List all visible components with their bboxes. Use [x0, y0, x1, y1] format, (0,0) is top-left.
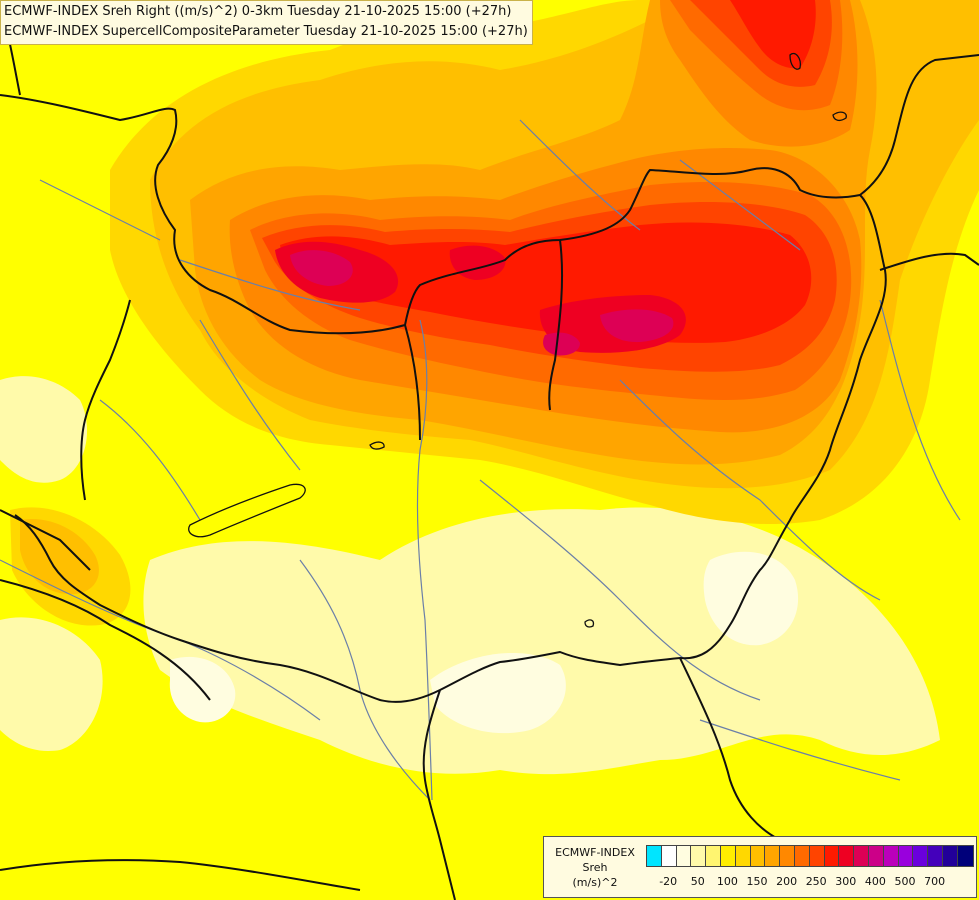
legend-tick-label: 100	[716, 875, 738, 888]
legend-swatch	[942, 846, 958, 866]
legend-tick-label: 250	[805, 875, 827, 888]
legend-tick-label: 50	[690, 875, 705, 888]
legend-swatch	[883, 846, 899, 866]
pale-field-southwest	[0, 617, 103, 751]
legend-swatch	[854, 846, 869, 866]
band-magenta-west	[290, 250, 353, 286]
legend-swatch	[706, 846, 721, 866]
legend-tick-label: 150	[746, 875, 768, 888]
legend-swatch	[913, 846, 929, 866]
band-magenta-east	[600, 309, 674, 343]
legend-swatch	[839, 846, 855, 866]
band-magenta-center	[543, 332, 580, 356]
legend-swatch	[868, 846, 884, 866]
legend-swatch	[647, 846, 662, 866]
legend-tick-label: 400	[864, 875, 886, 888]
rivers	[0, 119, 961, 801]
legend-swatch	[794, 846, 810, 866]
legend-swatch	[928, 846, 943, 866]
legend-color-scale	[646, 845, 974, 867]
legend-swatch	[676, 846, 692, 866]
legend-tick-label: 700	[924, 875, 946, 888]
legend-tick-label: 200	[776, 875, 798, 888]
band-orange-west	[20, 519, 99, 595]
lakes	[188, 52, 847, 628]
legend-swatch	[957, 846, 973, 866]
legend-tick-label: 500	[894, 875, 916, 888]
legend-swatch	[691, 846, 707, 866]
legend-source: ECMWF-INDEX	[555, 846, 635, 859]
legend-swatch	[824, 846, 840, 866]
map-title: ECMWF-INDEX Sreh Right ((m/s)^2) 0-3km T…	[0, 0, 533, 45]
legend-swatch	[898, 846, 914, 866]
legend-variable: Sreh	[582, 861, 608, 874]
legend-tick-labels: -20 50 100 150 200 250 300 400 500 700	[646, 875, 968, 891]
legend-title: ECMWF-INDEX Sreh (m/s)^2	[546, 845, 644, 890]
legend-swatch	[750, 846, 766, 866]
legend-units: (m/s)^2	[572, 876, 618, 889]
legend-swatch	[780, 846, 795, 866]
color-legend: ECMWF-INDEX Sreh (m/s)^2 -20 50 100 150 200 2…	[543, 836, 977, 898]
very-pale-spot-2	[430, 653, 566, 734]
legend-swatch	[765, 846, 781, 866]
legend-swatch	[720, 846, 736, 866]
legend-swatch	[809, 846, 825, 866]
band-bright-red-north	[730, 0, 816, 69]
legend-swatch	[735, 846, 751, 866]
title-line-scp: ECMWF-INDEX SupercellCompositeParameter …	[4, 24, 528, 39]
legend-swatch	[661, 846, 677, 866]
pale-field-west	[0, 376, 88, 483]
title-line-sreh: ECMWF-INDEX Sreh Right ((m/s)^2) 0-3km T…	[4, 4, 512, 19]
very-pale-spot-1	[703, 551, 799, 646]
legend-tick-label: 300	[835, 875, 857, 888]
legend-tick-label: -20	[659, 875, 678, 888]
